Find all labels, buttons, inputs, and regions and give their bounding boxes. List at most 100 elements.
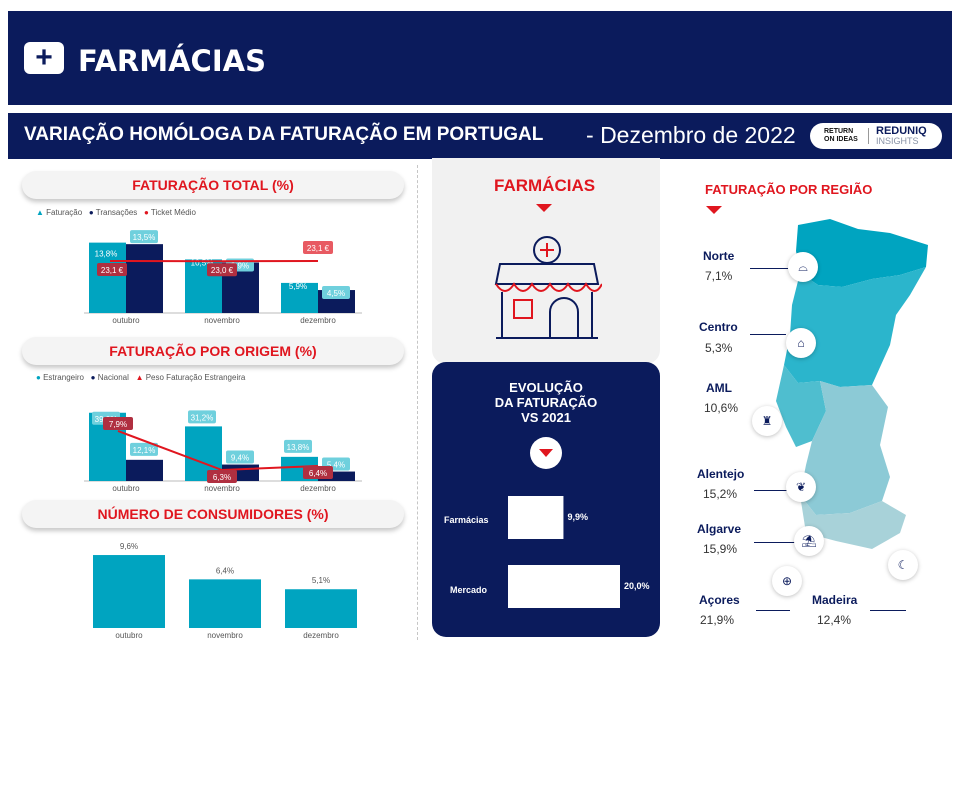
x-tick-label: novembro: [207, 631, 243, 640]
data-label-text: 9,4%: [231, 454, 249, 463]
bar-evolucao: [508, 565, 620, 608]
region-value: 15,9%: [703, 542, 738, 556]
region-connector: [754, 490, 790, 491]
data-label: 13,8%: [284, 439, 312, 453]
evolution-category-label: Mercado: [450, 585, 488, 595]
evolution-category-label: Farmácias: [444, 515, 489, 525]
legend-faturacao-origem: ● Estrangeiro ● Nacional ▲ Peso Faturaçã…: [36, 373, 246, 382]
data-label-text: 9,9%: [231, 262, 249, 271]
logo-reduniq: REDUNIQ INSIGHTS: [876, 125, 927, 147]
bar-nacional: [318, 471, 355, 481]
data-label-box: [226, 450, 254, 464]
data-label: 10,5%: [191, 258, 214, 267]
chart-title-faturacao-origem: FATURAÇÃO POR ORIGEM (%): [22, 337, 404, 365]
data-label-box: [322, 286, 350, 300]
bar-value-label: 5,1%: [312, 576, 330, 585]
pharmacy-store-icon: [494, 236, 602, 339]
header-bar: + FARMÁCIAS: [8, 11, 952, 105]
region-name: AML: [706, 381, 732, 395]
bar-consumidores: [285, 589, 357, 628]
region-connector: [754, 542, 796, 543]
x-tick-label: novembro: [204, 484, 240, 493]
data-label: 23,0 €: [207, 263, 237, 277]
region-name: Alentejo: [697, 467, 745, 481]
data-label-text: 23,1 €: [307, 244, 330, 253]
banana-icon: ☾: [888, 550, 918, 580]
dot-icon: ●: [90, 373, 96, 382]
data-label-text: 12,1%: [133, 446, 156, 455]
data-label: 23,1 €: [303, 241, 333, 254]
data-label: 4,5%: [322, 286, 350, 300]
university-icon: ⌂: [786, 328, 816, 358]
map-region-algarve: [800, 495, 906, 549]
x-tick-label: dezembro: [300, 484, 336, 493]
bar-value-label: 6,4%: [216, 566, 234, 575]
region-name: Madeira: [812, 593, 858, 607]
data-label-text: 4,5%: [327, 289, 345, 298]
data-label-text: 10,5%: [191, 258, 214, 267]
subheader-title: VARIAÇÃO HOMÓLOGA DA FATURAÇÃO EM PORTUG…: [24, 124, 544, 145]
data-label-box: [188, 410, 216, 424]
region-connector: [756, 610, 790, 611]
bar-value-label: 20,0%: [624, 581, 650, 591]
x-tick-label: outubro: [115, 631, 143, 640]
region-value: 7,1%: [705, 269, 733, 283]
region-name: Centro: [699, 320, 738, 334]
data-label: 5,9%: [289, 282, 307, 291]
region-value: 5,3%: [705, 341, 733, 355]
data-label: 9,4%: [226, 450, 254, 464]
data-label: 13,8%: [95, 250, 118, 259]
data-label-box: [207, 470, 237, 483]
data-label-box: [97, 263, 127, 276]
chevron-circle-icon: [530, 437, 562, 469]
data-label-text: 13,8%: [95, 250, 118, 259]
triangle-icon: ▲: [135, 373, 144, 382]
map-region-aml: [776, 365, 826, 447]
subheader-date: - Dezembro de 2022: [586, 122, 796, 148]
data-label: 6,4%: [303, 466, 333, 479]
data-label-text: 6,4%: [309, 469, 327, 478]
data-label: 13,5%: [130, 230, 158, 244]
data-label-text: 23,1 €: [101, 266, 124, 275]
region-name: Açores: [699, 593, 740, 607]
dot-icon: ●: [143, 208, 149, 217]
data-label-box: [130, 230, 158, 244]
dot-icon: ●: [36, 373, 41, 382]
x-tick-label: outubro: [112, 316, 140, 325]
chevron-down-icon: [536, 204, 552, 212]
chevron-down-icon: [706, 206, 722, 214]
data-label-box: [103, 417, 133, 430]
map-region-alentejo: [800, 381, 890, 515]
data-label-box: [130, 442, 158, 456]
bar-consumidores: [189, 579, 261, 628]
data-label-text: 13,8%: [287, 443, 310, 452]
triangle-icon: ▲: [36, 208, 44, 217]
region-value: 21,9%: [700, 613, 735, 627]
data-label-box: [303, 241, 333, 254]
data-label-box: [303, 466, 333, 479]
legend-faturacao-total: ▲ Faturação ● Transações ● Ticket Médio: [36, 208, 196, 217]
bar-value-label: 9,9%: [567, 512, 588, 522]
page-title: FARMÁCIAS: [78, 44, 266, 78]
bridge-icon: ⌓: [788, 252, 818, 282]
vineyard-icon: ❦: [786, 472, 816, 502]
map-region-centro: [784, 267, 926, 387]
data-label-text: 6,3%: [213, 473, 231, 482]
pharmacy-panel: FARMÁCIAS: [432, 158, 660, 364]
bar-faturação: [89, 242, 126, 313]
bar-consumidores: [93, 555, 165, 628]
region-value: 10,6%: [704, 401, 739, 415]
region-connector: [750, 268, 788, 269]
portugal-map: [776, 219, 928, 549]
region-connector: [870, 610, 906, 611]
bar-transações: [126, 244, 163, 313]
data-label-text: 23,0 €: [211, 266, 234, 275]
brand-logo: RETURN ON IDEAS REDUNIQ INSIGHTS: [810, 123, 942, 149]
data-label: 7,9%: [103, 417, 133, 430]
data-label-text: 5,4%: [327, 461, 345, 470]
evolution-title: EVOLUÇÃO DA FATURAÇÃO VS 2021: [494, 380, 598, 425]
divider-left: [417, 165, 418, 640]
medical-kit-icon: +: [24, 42, 64, 74]
map-region-norte: [796, 219, 928, 287]
